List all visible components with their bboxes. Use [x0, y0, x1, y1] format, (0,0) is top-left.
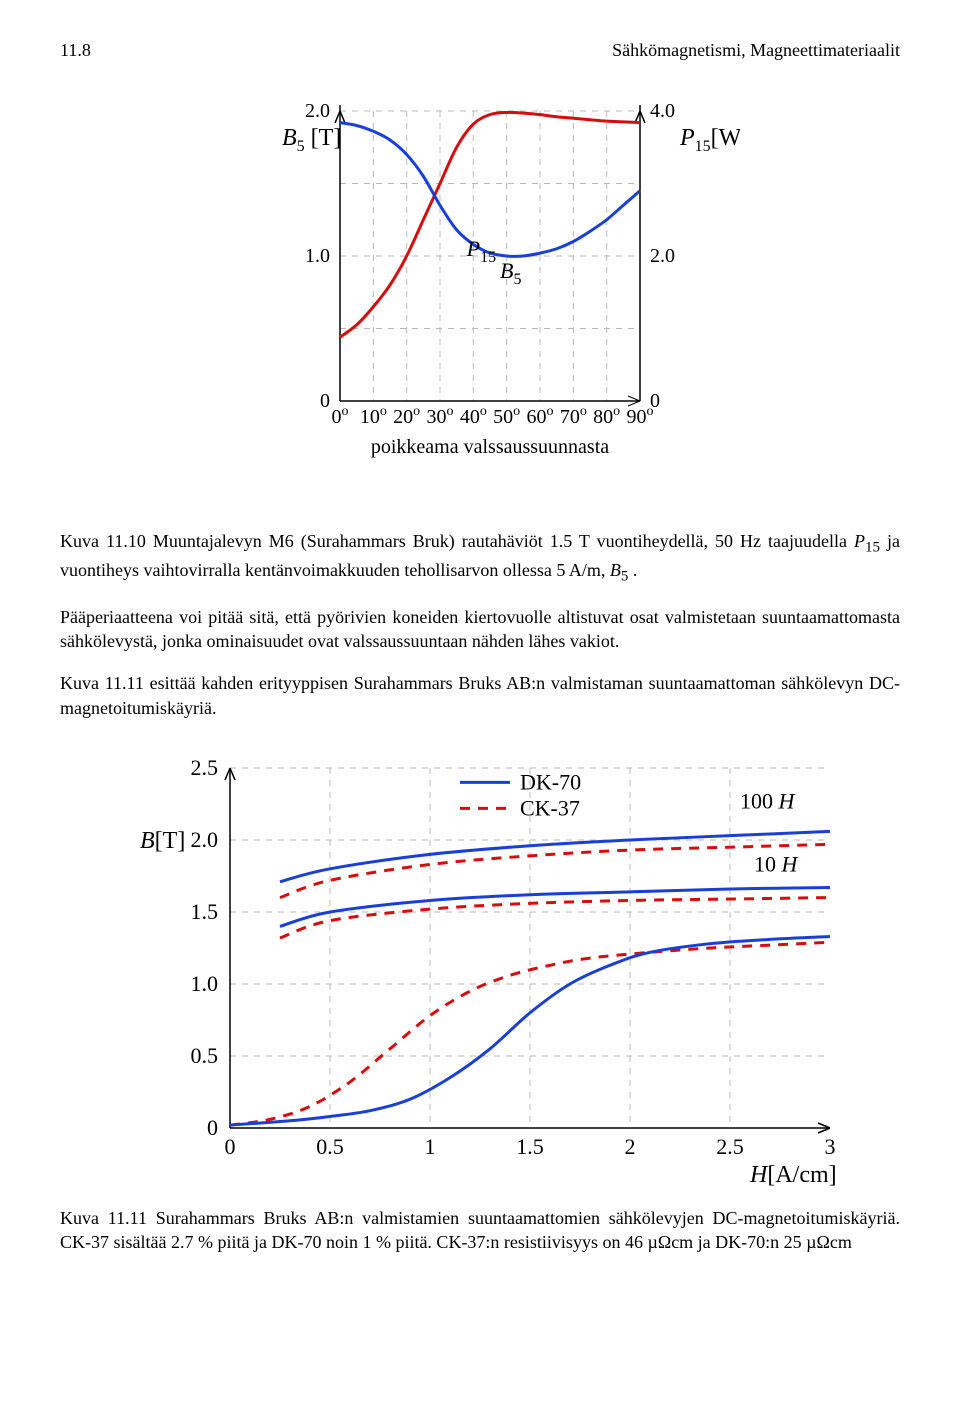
svg-text:2.0: 2.0	[191, 827, 219, 852]
caption-11-10: Kuva 11.10 Muuntajalevyn M6 (Surahammars…	[60, 529, 900, 587]
svg-text:3: 3	[825, 1134, 836, 1159]
caption-p15-sub: 15	[865, 540, 880, 556]
svg-text:100 H: 100 H	[740, 788, 796, 813]
svg-text:0.5: 0.5	[316, 1134, 344, 1159]
svg-text:B5 [T]: B5 [T]	[282, 125, 341, 155]
svg-text:1.0: 1.0	[305, 245, 330, 267]
svg-text:CK-37: CK-37	[520, 795, 580, 820]
svg-text:B[T]: B[T]	[140, 828, 185, 854]
svg-text:60o: 60o	[527, 404, 554, 428]
svg-text:80o: 80o	[593, 404, 620, 428]
page: 11.8 Sähkömagnetismi, Magneettimateriaal…	[0, 0, 960, 1312]
caption-b5: B	[610, 560, 621, 580]
svg-text:90o: 90o	[627, 404, 654, 428]
svg-text:0o: 0o	[332, 404, 349, 428]
caption-text: Kuva 11.10 Muuntajalevyn M6 (Surahammars…	[60, 531, 854, 551]
svg-text:H[A/cm]: H[A/cm]	[749, 1162, 837, 1188]
svg-text:0: 0	[207, 1115, 218, 1140]
svg-text:40o: 40o	[460, 404, 487, 428]
page-title: Sähkömagnetismi, Magneettimateriaalit	[612, 40, 900, 61]
page-number: 11.8	[60, 40, 91, 61]
paragraph-1: Pääperiaatteena voi pitää sitä, että pyö…	[60, 605, 900, 654]
svg-text:20o: 20o	[393, 404, 420, 428]
svg-text:1: 1	[425, 1134, 436, 1159]
svg-text:10 H: 10 H	[754, 852, 799, 877]
page-header: 11.8 Sähkömagnetismi, Magneettimateriaal…	[60, 40, 900, 61]
svg-text:2: 2	[625, 1134, 636, 1159]
chart-dc-magnetization: 0 0.5 1.0 1.5 2.0 2.5 B[T] 0 0.5 1 1.5 2 2.5 3 H[A/cm]…	[100, 738, 860, 1188]
svg-text:10o: 10o	[360, 404, 387, 428]
svg-text:0: 0	[225, 1134, 236, 1159]
svg-text:30o: 30o	[427, 404, 454, 428]
svg-text:1.0: 1.0	[191, 971, 219, 996]
svg-text:1.5: 1.5	[516, 1134, 544, 1159]
caption-11-11: Kuva 11.11 Surahammars Bruks AB:n valmis…	[60, 1206, 900, 1255]
paragraph-2: Kuva 11.11 esittää kahden erityyppisen S…	[60, 671, 900, 720]
svg-text:50o: 50o	[493, 404, 520, 428]
svg-text:2.5: 2.5	[716, 1134, 744, 1159]
svg-text:P15[W/kg]: P15[W/kg]	[679, 125, 740, 155]
svg-text:4.0: 4.0	[650, 100, 675, 122]
svg-text:poikkeama valssaussuunnasta: poikkeama valssaussuunnasta	[371, 436, 609, 458]
svg-text:70o: 70o	[560, 404, 587, 428]
svg-text:2.0: 2.0	[650, 245, 675, 267]
svg-text:P15: P15	[466, 236, 496, 266]
svg-text:B5: B5	[500, 258, 521, 288]
chart-b5-p15: 01.02.0B5 [T]02.04.0P15[W/kg]0o10o20o30o…	[220, 71, 740, 511]
caption-text: .	[633, 560, 638, 580]
svg-text:2.5: 2.5	[191, 755, 219, 780]
caption-b5-sub: 5	[621, 568, 629, 584]
caption-p15: P	[854, 531, 865, 551]
svg-text:1.5: 1.5	[191, 899, 219, 924]
svg-text:0.5: 0.5	[191, 1043, 219, 1068]
svg-text:DK-70: DK-70	[520, 769, 581, 794]
svg-text:2.0: 2.0	[305, 100, 330, 122]
svg-text:0: 0	[320, 390, 330, 412]
